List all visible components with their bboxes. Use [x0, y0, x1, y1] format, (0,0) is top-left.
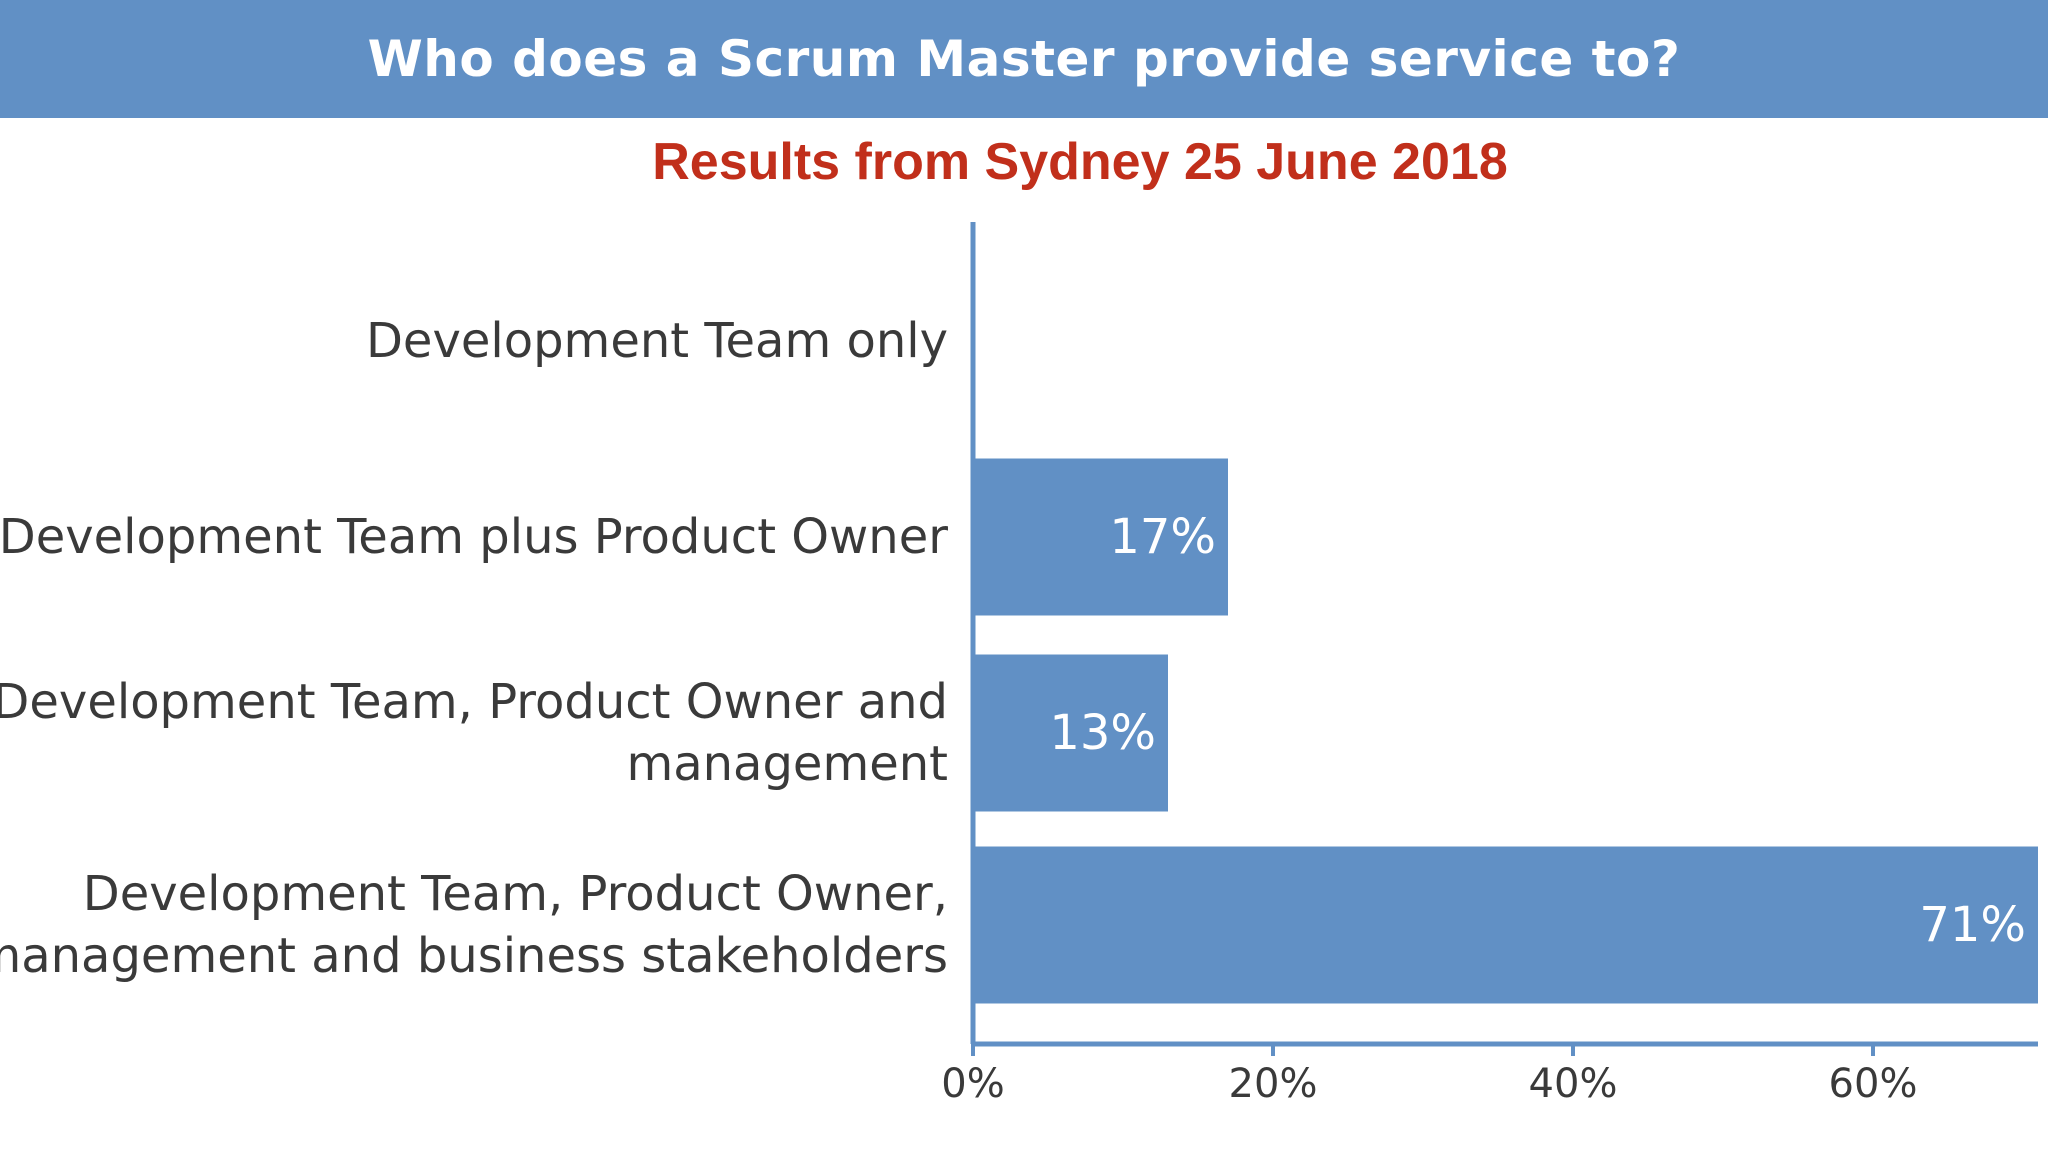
category-label-2-1: management [626, 736, 948, 792]
bar-1 [973, 458, 1228, 616]
category-label-3-1: management and business stakeholders [0, 928, 948, 984]
bar-3 [973, 846, 2038, 1004]
category-label-0-0: Development Team only [366, 313, 948, 369]
bar-data-label-2: 13% [1049, 705, 1156, 761]
category-label-1-0: Development Team plus Product Owner [0, 509, 948, 565]
category-label-2-0: Development Team, Product Owner and [0, 674, 948, 730]
bar-data-label-3: 71% [1919, 897, 2026, 953]
bar-data-label-1: 17% [1109, 509, 1216, 565]
category-label-3-0: Development Team, Product Owner, [83, 866, 948, 922]
chart-title: Who does a Scrum Master provide service … [367, 30, 1681, 88]
x-tick-label-3: 60% [1829, 1061, 1918, 1107]
chart-subtitle: Results from Sydney 25 June 2018 [652, 133, 1508, 191]
bar-2 [973, 654, 1168, 812]
title-banner: Who does a Scrum Master provide service … [0, 0, 2048, 118]
x-tick-label-2: 40% [1529, 1061, 1618, 1107]
x-tick-label-0: 0% [941, 1061, 1004, 1107]
x-tick-label-1: 20% [1229, 1061, 1318, 1107]
